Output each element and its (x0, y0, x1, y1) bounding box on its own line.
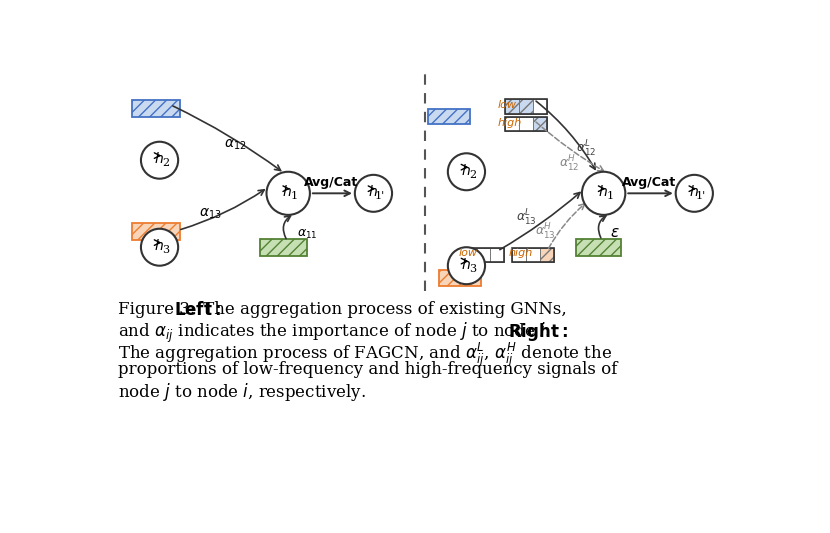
Bar (533, 117, 547, 131)
Text: $\mathbf{Left:}$: $\mathbf{Left:}$ (173, 301, 221, 319)
Text: $\alpha^L_{12}$: $\alpha^L_{12}$ (575, 139, 596, 159)
Text: The aggregation process of existing GNNs,: The aggregation process of existing GNNs… (198, 301, 567, 318)
Circle shape (676, 175, 713, 212)
Text: $\alpha^H_{13}$: $\alpha^H_{13}$ (535, 222, 556, 242)
Text: Avg/Cat: Avg/Cat (622, 176, 676, 189)
Bar (462, 248, 476, 262)
Text: $h$: $h$ (368, 184, 378, 199)
Bar (427, 109, 470, 124)
Text: 1: 1 (290, 191, 298, 201)
Bar (576, 239, 621, 256)
Text: 2: 2 (162, 158, 169, 168)
Circle shape (141, 142, 178, 179)
Text: $h$: $h$ (461, 163, 471, 177)
Text: low: low (459, 248, 478, 259)
Text: $\alpha^L_{13}$: $\alpha^L_{13}$ (515, 208, 536, 228)
Text: 1': 1' (374, 191, 385, 201)
Text: $h$: $h$ (154, 151, 164, 166)
Circle shape (448, 247, 485, 284)
Bar (512, 248, 554, 262)
Bar (526, 248, 540, 262)
Text: 1: 1 (606, 191, 613, 201)
Text: node $j$ to node $i$, respectively.: node $j$ to node $i$, respectively. (118, 381, 365, 403)
Text: proportions of low-frequency and high-frequency signals of: proportions of low-frequency and high-fr… (118, 361, 617, 378)
Bar (512, 248, 526, 262)
Bar (505, 117, 519, 131)
Bar (519, 99, 533, 114)
Bar (505, 117, 547, 131)
Text: $h$: $h$ (461, 257, 471, 272)
Text: The aggregation process of FAGCN, and $\alpha^L_{ij}$, $\alpha^H_{ij}$ denote th: The aggregation process of FAGCN, and $\… (118, 341, 612, 369)
Text: Figure 3:: Figure 3: (118, 301, 201, 318)
Text: 2: 2 (469, 170, 476, 180)
Bar (533, 99, 547, 114)
Text: 3: 3 (469, 264, 476, 274)
Text: $\alpha_{11}$: $\alpha_{11}$ (296, 228, 317, 241)
Text: 3: 3 (162, 245, 169, 255)
Text: $h$: $h$ (282, 184, 292, 199)
Text: $h$: $h$ (154, 238, 164, 253)
Text: Avg/Cat: Avg/Cat (304, 176, 358, 189)
Bar (519, 117, 533, 131)
Text: $h$: $h$ (598, 184, 608, 199)
Text: $h$: $h$ (689, 184, 699, 199)
Bar (476, 248, 491, 262)
Circle shape (266, 172, 310, 215)
Bar (261, 239, 307, 256)
Text: $\varepsilon$: $\varepsilon$ (610, 227, 620, 240)
Bar (540, 248, 554, 262)
Bar (462, 248, 505, 262)
Circle shape (582, 172, 625, 215)
Text: 1': 1' (696, 191, 706, 201)
Text: $\alpha_{13}$: $\alpha_{13}$ (199, 207, 222, 221)
Text: high: high (497, 118, 522, 127)
Bar (133, 100, 180, 117)
Bar (505, 99, 547, 114)
Text: $\mathbf{Right:}$: $\mathbf{Right:}$ (508, 321, 569, 343)
Bar (505, 99, 519, 114)
Circle shape (448, 154, 485, 190)
Circle shape (141, 229, 178, 265)
Bar (439, 270, 481, 286)
Circle shape (355, 175, 392, 212)
Text: $\alpha_{12}$: $\alpha_{12}$ (224, 138, 247, 152)
Text: high: high (508, 248, 533, 259)
Bar (491, 248, 505, 262)
Text: and $\alpha_{ij}$ indicates the importance of node $j$ to node $i$.: and $\alpha_{ij}$ indicates the importan… (118, 321, 551, 345)
Text: low: low (497, 100, 516, 110)
Text: $\alpha^H_{12}$: $\alpha^H_{12}$ (559, 154, 579, 174)
Bar (133, 223, 180, 240)
